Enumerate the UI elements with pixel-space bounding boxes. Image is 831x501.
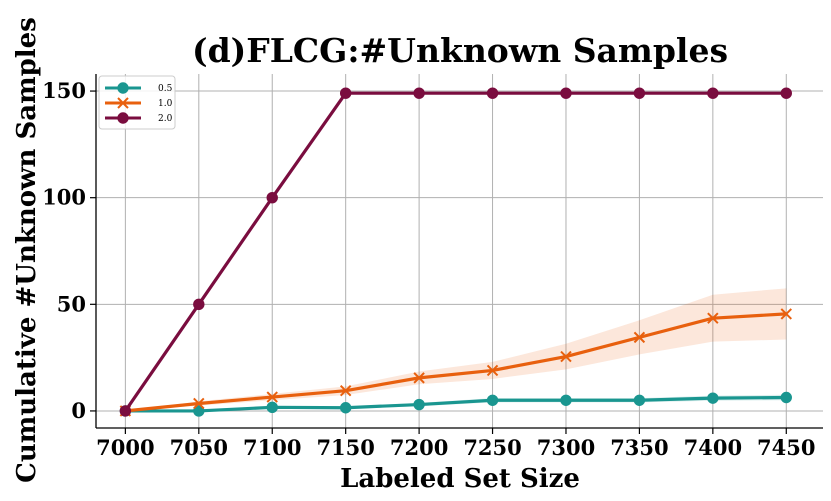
data-point-0.5 [339,402,352,414]
data-point-0.5 [486,394,499,406]
x-tick-label: 7100 [243,435,301,460]
data-point-2.0 [707,87,719,99]
y-tick-label: 150 [42,78,86,103]
y-tick-label: 100 [42,185,86,210]
x-tick-label: 7200 [390,435,448,460]
x-tick-label: 7000 [96,435,154,460]
data-point-0.5 [266,401,278,414]
data-point-1.0 [193,397,205,410]
axes [90,74,823,434]
data-point-0.5 [707,392,719,404]
tick-labels: 7000 7050 7100 7150 7200 7250 7300 7350 7400 7450… [42,78,815,460]
x-tick-label: 7050 [170,435,228,460]
legend-marker-1.0 [117,97,129,109]
legend-marker-0.5 [117,82,129,94]
data-point-1.0 [560,350,572,363]
data-point-1.0 [266,391,278,403]
data-point-1.0 [633,331,646,344]
legend-marker-2.0 [117,112,129,124]
x-tick-label: 7250 [463,435,521,460]
legend-label-1.0: 1.0 [158,99,173,109]
data-point-2.0 [486,87,499,99]
data-point-2.0 [266,191,278,204]
data-point-1.0 [780,308,792,320]
x-tick-label: 7300 [537,435,595,460]
series-line-1.0 [125,312,787,413]
data-point-0.5 [193,405,205,417]
series-line-2.0 [124,91,787,412]
confidence-bands [125,288,787,411]
data-point-0.5 [780,391,792,404]
y-tick-label: 50 [57,291,86,316]
data-point-2.0 [780,87,792,99]
data-point-1.0 [339,384,352,397]
legend-label-0.5: 0.5 [158,84,173,94]
series-lines [119,87,792,417]
y-tick-label: 0 [71,398,86,423]
data-point-2.0 [560,87,572,99]
data-point-2.0 [119,405,132,417]
y-axis-label: Cumulative #Unknown Samples [12,17,42,483]
data-point-1.0 [486,364,499,377]
data-point-0.5 [633,394,646,406]
x-tick-label: 7150 [316,435,374,460]
series-line-0.5 [125,395,787,413]
data-point-2.0 [413,87,425,99]
data-point-2.0 [633,87,646,99]
series-band-1.0 [125,288,787,411]
data-point-0.5 [560,394,572,406]
x-tick-label: 7450 [757,435,815,460]
legend: 0.5 1.0 2.0 [98,75,176,130]
legend-label-2.0: 2.0 [158,114,173,124]
x-tick-label: 7400 [684,435,742,460]
chart-title: (d)FLCG:#Unknown Samples [192,31,728,70]
data-point-0.5 [413,398,425,411]
x-tick-label: 7350 [610,435,668,460]
data-point-1.0 [707,312,719,324]
data-point-1.0 [413,372,425,384]
data-point-2.0 [193,298,205,311]
x-axis-label: Labeled Set Size [340,464,580,494]
data-point-2.0 [339,87,352,99]
